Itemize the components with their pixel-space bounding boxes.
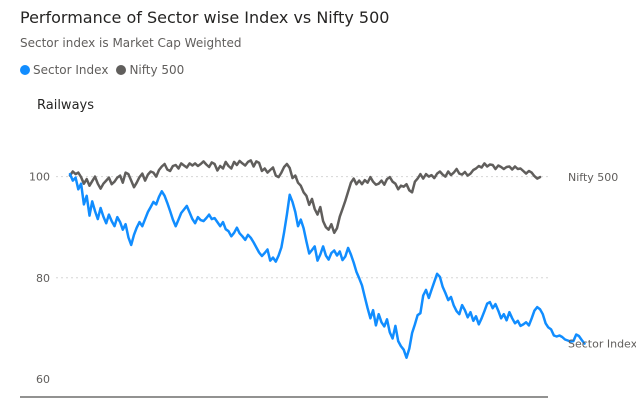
y-tick-label: 60 (36, 373, 50, 386)
legend: Sector Index Nifty 500 (20, 63, 192, 77)
legend-item-sector-index[interactable]: Sector Index (20, 63, 108, 77)
legend-label-sector-index: Sector Index (33, 63, 109, 77)
y-tick-label: 100 (29, 171, 50, 184)
legend-marker-sector-index (20, 65, 30, 75)
legend-label-nifty-500: Nifty 500 (129, 63, 185, 77)
legend-item-nifty-500[interactable]: Nifty 500 (116, 63, 184, 77)
panel-title: Railways (37, 98, 95, 113)
series-line-nifty-500 (68, 159, 542, 235)
series-line-sector-index (68, 172, 586, 359)
chart-title: Performance of Sector wise Index vs Nift… (20, 8, 390, 27)
legend-marker-nifty-500 (116, 65, 127, 75)
series-end-label-nifty-500: Nifty 500 (568, 171, 618, 184)
series-end-label-sector-index: Sector Index (568, 338, 636, 351)
chart-subtitle: Sector index is Market Cap Weighted (20, 36, 242, 50)
y-tick-label: 80 (36, 272, 50, 285)
